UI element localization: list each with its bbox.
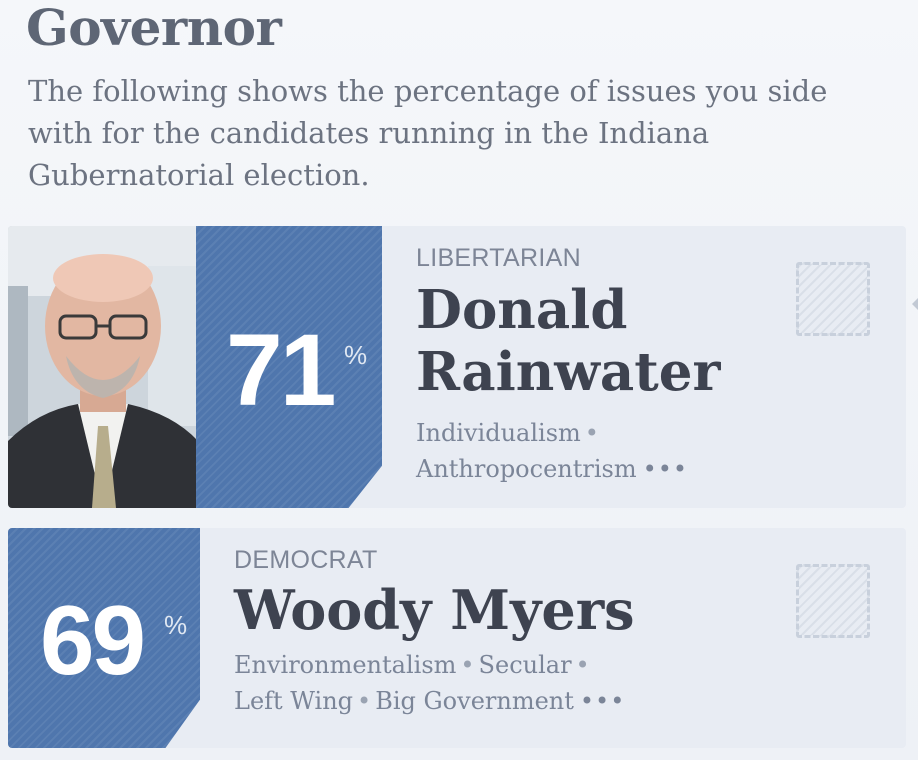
select-checkbox-icon[interactable] <box>796 262 870 336</box>
match-percent: 69 <box>40 585 146 695</box>
separator-dot: • <box>575 651 590 679</box>
candidate-photo <box>8 226 198 508</box>
more-tags-icon[interactable]: ••• <box>642 455 689 483</box>
match-score-badge: 71 % <box>196 226 382 508</box>
tag: Individualism <box>416 419 581 447</box>
candidate-info: DEMOCRAT Woody Myers Environmentalism • Se… <box>234 546 635 719</box>
match-percent: 71 <box>226 313 336 427</box>
percent-sign: % <box>164 610 188 640</box>
candidate-card-rainwater[interactable]: 71 % LIBERTARIAN Donald Rainwater Indivi… <box>8 226 906 508</box>
candidate-party: LIBERTARIAN <box>416 244 581 272</box>
page-title: Governor <box>26 0 282 57</box>
percent-sign: % <box>344 340 368 370</box>
candidate-name[interactable]: Woody Myers <box>234 578 635 642</box>
tag: Left Wing <box>234 687 354 715</box>
select-checkbox-icon[interactable] <box>796 564 870 638</box>
tag: Secular <box>478 651 572 679</box>
tag: Anthropocentrism <box>416 455 637 483</box>
tag: Environmentalism <box>234 651 457 679</box>
candidate-tags: Environmentalism • Secular • Left Wing • Big … <box>234 647 635 719</box>
match-score-badge: 69 % <box>8 528 200 748</box>
candidate-tags: Individualism • Anthropocentrism ••• <box>416 415 720 487</box>
candidate-name-line1: Donald <box>416 279 628 341</box>
tag: Big Government <box>375 687 574 715</box>
person-photo-icon <box>8 226 198 508</box>
separator-dot: • <box>584 419 599 447</box>
candidate-card-myers[interactable]: 69 % DEMOCRAT Woody Myers Environmentali… <box>8 528 906 748</box>
separator-dot: • <box>460 651 475 679</box>
candidate-info: LIBERTARIAN Donald Rainwater Individuali… <box>416 244 720 487</box>
intro-text: The following shows the percentage of is… <box>28 74 828 192</box>
candidate-name[interactable]: Donald Rainwater <box>416 279 720 403</box>
more-tags-icon[interactable]: ••• <box>579 687 626 715</box>
separator-dot: • <box>357 687 372 715</box>
chevron-left-icon <box>912 298 918 310</box>
candidate-party: DEMOCRAT <box>234 546 378 574</box>
candidate-name-line2: Rainwater <box>416 341 721 403</box>
